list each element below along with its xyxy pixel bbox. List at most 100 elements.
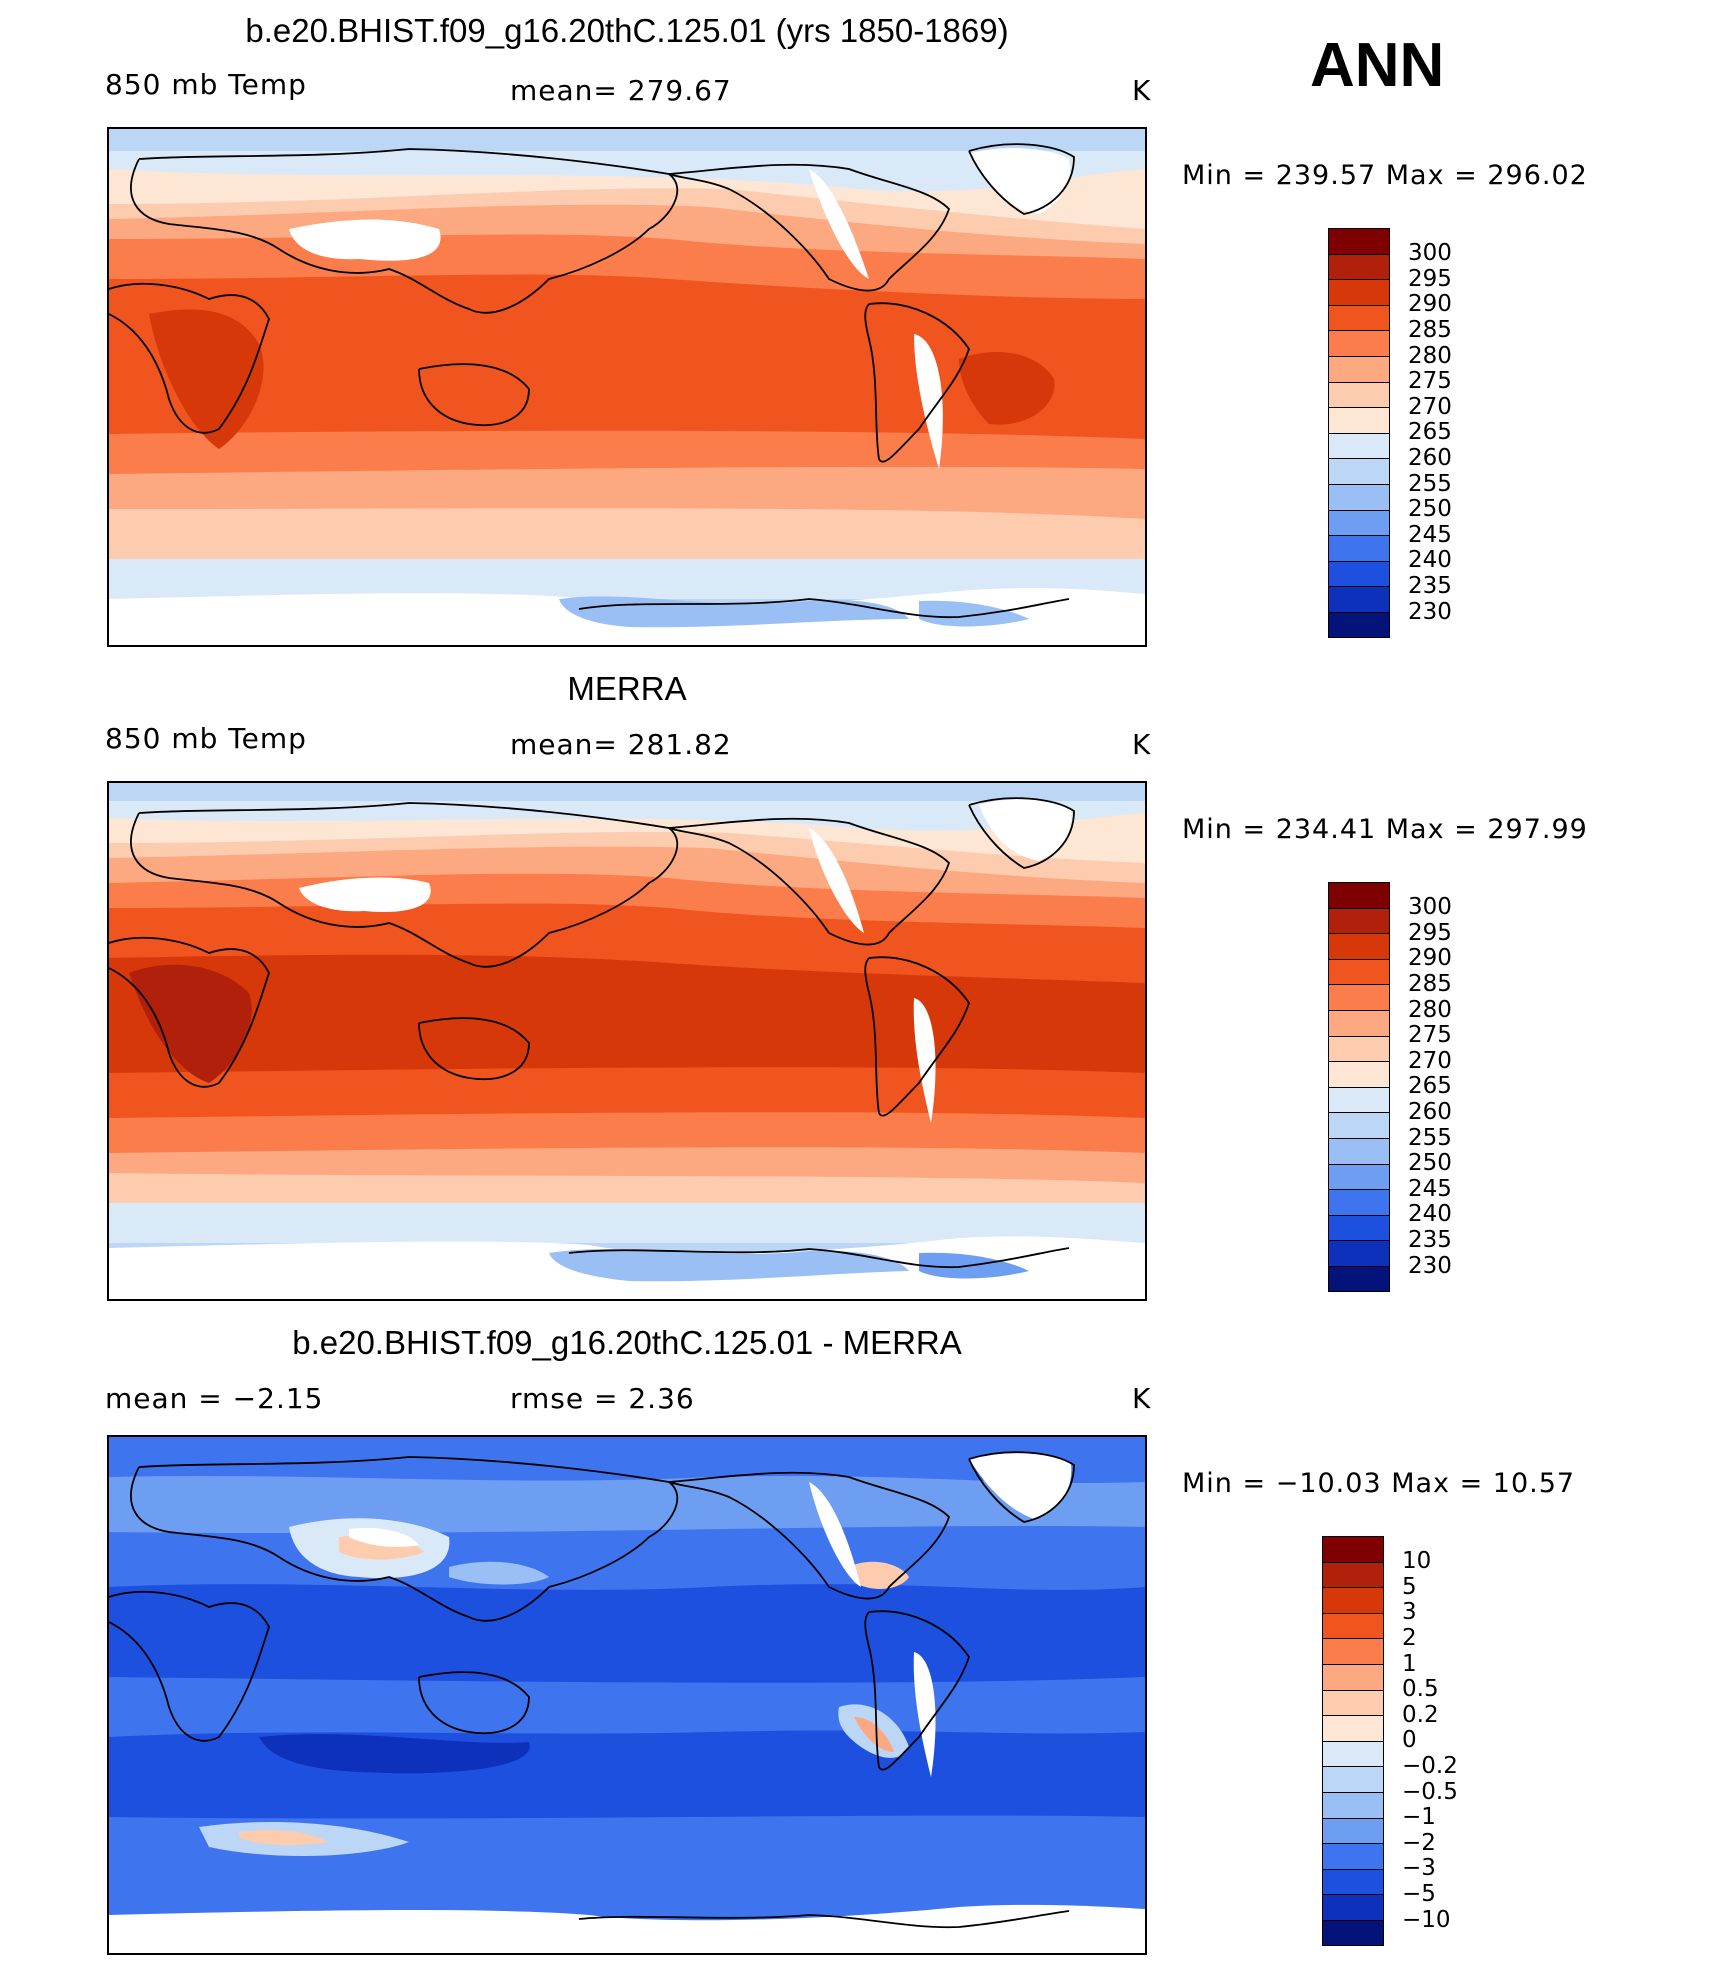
- colorbar-swatch: [1328, 407, 1390, 433]
- colorbar-swatch: [1328, 1163, 1390, 1190]
- colorbar-tick-label: 0: [1402, 1727, 1417, 1754]
- colorbar-swatch: [1322, 1638, 1384, 1664]
- colorbar-tick-label: 270: [1408, 393, 1452, 420]
- colorbar-swatch: [1322, 1587, 1384, 1613]
- panel-1-coastlines: [109, 143, 1075, 619]
- colorbar-tick-label: 0.2: [1402, 1701, 1439, 1728]
- colorbar-swatch: [1328, 1112, 1390, 1138]
- colorbar-swatch: [1328, 458, 1390, 484]
- colorbar-tick-label: 235: [1408, 572, 1452, 599]
- colorbar-swatch: [1328, 1138, 1390, 1164]
- panel-3-rmse-label: rmse = 2.36: [510, 1382, 695, 1415]
- colorbar-swatch: [1328, 586, 1390, 612]
- colorbar-swatch: [1328, 509, 1390, 536]
- panel-2-title: MERRA: [567, 670, 687, 707]
- colorbar-swatch: [1328, 933, 1390, 959]
- panel-2-units-label: K: [1132, 728, 1152, 761]
- colorbar-swatch: [1328, 330, 1390, 356]
- colorbar-tick-label: 260: [1408, 1098, 1452, 1125]
- colorbar-swatch: [1328, 560, 1390, 587]
- colorbar-tick-label: 230: [1408, 1252, 1452, 1279]
- colorbar-swatch: [1328, 304, 1390, 331]
- colorbar-tick-label: 295: [1408, 265, 1452, 292]
- colorbar-tick-label: 235: [1408, 1226, 1452, 1253]
- panel-2-map-svg: [109, 783, 1145, 1299]
- colorbar-swatch: [1328, 253, 1390, 280]
- colorbar-tick-label: 265: [1408, 419, 1452, 446]
- colorbar-swatch: [1328, 1266, 1390, 1292]
- colorbar-tick-label: 3: [1402, 1599, 1417, 1626]
- colorbar-swatch: [1328, 1061, 1390, 1087]
- colorbar-swatch: [1322, 1894, 1384, 1920]
- colorbar-swatch: [1322, 1561, 1384, 1588]
- colorbar-swatch: [1322, 1817, 1384, 1844]
- colorbar-tick-label: 230: [1408, 598, 1452, 625]
- panel-2-mean-label: mean= 281.82: [510, 728, 732, 761]
- colorbar-tick-label: 1: [1402, 1650, 1417, 1677]
- colorbar-tick-label: 260: [1408, 444, 1452, 471]
- colorbar-swatch: [1328, 1240, 1390, 1266]
- colorbar-tick-label: 300: [1408, 240, 1452, 267]
- panel-2-colorbar: 300 295 290 285 280 275 270 265 260 255 250 245 240 2…: [1328, 882, 1508, 1292]
- panel-3-mean-label: mean = −2.15: [105, 1382, 324, 1415]
- colorbar-tick-label: −0.5: [1402, 1778, 1458, 1805]
- panel-3-minmax: Min = −10.03 Max = 10.57: [1182, 1468, 1576, 1499]
- colorbar-swatch: [1328, 432, 1390, 459]
- colorbar-tick-label: 285: [1408, 970, 1452, 997]
- colorbar-swatch: [1322, 1792, 1384, 1818]
- colorbar-tick-label: 275: [1408, 1022, 1452, 1049]
- colorbar-swatch: [1322, 1664, 1384, 1690]
- colorbar-swatch: [1328, 1035, 1390, 1062]
- colorbar-tick-label: 285: [1408, 316, 1452, 343]
- colorbar-swatch: [1328, 958, 1390, 985]
- panel-1-map: [107, 127, 1147, 647]
- colorbar-swatch: [1328, 1010, 1390, 1036]
- colorbar-tick-label: 280: [1408, 342, 1452, 369]
- colorbar-swatch: [1328, 882, 1390, 908]
- colorbar-swatch: [1322, 1843, 1384, 1869]
- colorbar-tick-label: 265: [1408, 1073, 1452, 1100]
- colorbar-tick-label: 2: [1402, 1624, 1417, 1651]
- panel-2-minmax: Min = 234.41 Max = 297.99: [1182, 814, 1588, 845]
- colorbar-tick-label: 300: [1408, 894, 1452, 921]
- colorbar-tick-label: 295: [1408, 919, 1452, 946]
- panel-1-units-label: K: [1132, 74, 1152, 107]
- colorbar-tick-label: 10: [1402, 1548, 1432, 1575]
- colorbar-tick-label: −10: [1402, 1906, 1451, 1933]
- panel-2-variable-label: 850 mb Temp: [105, 722, 307, 755]
- panel-1-variable-label: 850 mb Temp: [105, 68, 307, 101]
- colorbar-tick-label: 250: [1408, 496, 1452, 523]
- colorbar-swatch: [1322, 1740, 1384, 1767]
- panel-1-title: b.e20.BHIST.f09_g16.20thC.125.01 (yrs 18…: [245, 12, 1009, 49]
- colorbar-tick-label: −1: [1402, 1804, 1436, 1831]
- colorbar-tick-label: −2: [1402, 1829, 1436, 1856]
- colorbar-swatch: [1328, 356, 1390, 382]
- colorbar-swatch: [1328, 612, 1390, 638]
- colorbar-tick-label: 275: [1408, 368, 1452, 395]
- colorbar-tick-label: 290: [1408, 945, 1452, 972]
- colorbar-swatch: [1322, 1766, 1384, 1792]
- panel-3-colorbar: 10 5 3 2 1 0.5 0.2 0 −0.2 −0.5 −1 −2 −3 −5 −10: [1322, 1536, 1502, 1946]
- colorbar-tick-label: 250: [1408, 1150, 1452, 1177]
- colorbar-tick-label: 255: [1408, 470, 1452, 497]
- colorbar-tick-label: 0.5: [1402, 1676, 1439, 1703]
- colorbar-tick-label: 270: [1408, 1047, 1452, 1074]
- panel-2-map: [107, 781, 1147, 1301]
- colorbar-tick-label: −3: [1402, 1855, 1436, 1882]
- season-label: ANN: [1310, 31, 1445, 100]
- colorbar-swatch: [1328, 279, 1390, 305]
- colorbar-swatch: [1328, 381, 1390, 408]
- colorbar-swatch: [1322, 1868, 1384, 1895]
- colorbar-swatch: [1328, 984, 1390, 1010]
- colorbar-tick-label: 240: [1408, 1201, 1452, 1228]
- colorbar-swatch: [1322, 1612, 1384, 1639]
- colorbar-tick-label: 280: [1408, 996, 1452, 1023]
- panel-3-map-svg: [109, 1437, 1145, 1953]
- colorbar-swatch: [1322, 1536, 1384, 1562]
- panel-1-colorbar: 300 295 290 285 280 275 270 265 260 255 250 245 240 2…: [1328, 228, 1508, 638]
- colorbar-swatch: [1322, 1715, 1384, 1741]
- colorbar-swatch: [1328, 907, 1390, 934]
- panel-3-coastlines: [109, 1451, 1075, 1929]
- colorbar-tick-label: 240: [1408, 547, 1452, 574]
- colorbar-tick-label: 245: [1408, 1175, 1452, 1202]
